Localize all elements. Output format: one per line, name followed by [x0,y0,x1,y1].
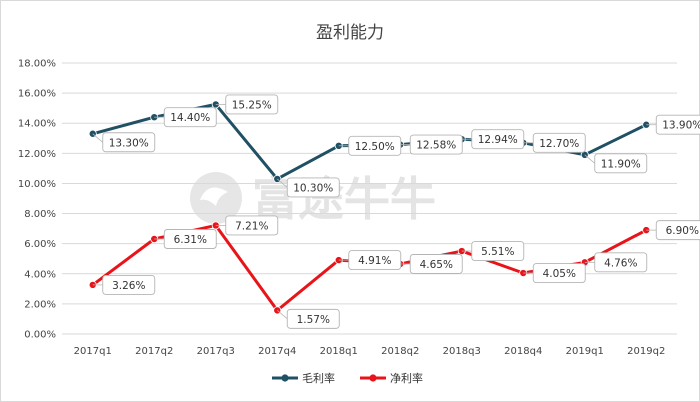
data-label-box [594,252,648,273]
data-label-box [655,220,700,241]
y-tick-label: 6.00% [24,239,56,250]
data-label-text: 13.90% [662,120,700,132]
data-label-text: 11.90% [601,158,641,170]
data-label: 11.90% [584,153,648,174]
data-label-text: 6.31% [174,234,207,246]
legend-marker [369,374,377,382]
data-label-box [655,114,700,135]
data-label: 4.76% [584,252,648,273]
x-tick-label: 2018q1 [320,346,358,357]
data-label-box [348,135,402,156]
data-label: 3.26% [92,274,156,295]
data-label: 4.05% [523,263,586,283]
axes: 0.00% 2.00% 4.00% 6.00% 8.00% 10.00% 12.00% 14.… [18,59,665,358]
data-label: 14.40% [154,107,217,128]
data-labels: 13.30% 14.40% 15.25% 10.30% 12.50% 12.58% 12.9… [92,94,700,329]
data-label-text: 1.57% [297,314,330,326]
legend: 毛利率 净利率 [272,371,423,385]
chart-title: 盈利能力 [316,23,384,43]
data-label-box [286,308,340,329]
x-tick-label: 2019q2 [627,346,665,357]
data-label: 12.58% [400,134,463,155]
y-tick-label: 0.00% [24,330,56,341]
x-tick-label: 2018q2 [381,346,419,357]
x-tick-label: 2017q2 [135,346,173,357]
data-label: 7.21% [215,215,279,236]
data-label-text: 4.76% [604,257,637,269]
data-label-text: 7.21% [235,220,268,232]
data-label-text: 13.30% [109,137,149,149]
y-tick-label: 16.00% [18,89,56,100]
data-label: 4.65% [400,254,463,274]
data-label-box [532,263,586,283]
data-label-box [348,250,402,271]
data-label: 13.90% [646,114,700,135]
y-tick-label: 14.00% [18,119,56,130]
data-label: 4.91% [338,250,402,271]
y-tick-label: 2.00% [24,299,56,310]
data-label-text: 4.91% [358,255,391,267]
data-label-box [594,153,648,174]
data-label: 12.94% [461,129,525,150]
legend-item-2: 净利率 [360,371,423,385]
data-label: 15.25% [215,94,279,115]
data-label-box [409,254,463,274]
x-tick-label: 2017q3 [197,346,235,357]
watermark-logo: 富途牛牛 [190,172,436,226]
data-label: 1.57% [276,308,340,329]
data-label-text: 3.26% [112,280,145,292]
data-label-box [286,177,340,198]
data-label-box [163,229,217,249]
y-tick-label: 8.00% [24,209,56,220]
legend-label: 净利率 [390,371,423,385]
data-label-text: 4.05% [543,268,576,280]
data-label-box [102,274,156,295]
data-label: 6.31% [154,229,217,249]
data-label-box [532,132,586,153]
data-label-text: 14.40% [170,112,210,124]
data-label-text: 12.70% [539,138,579,150]
data-label-text: 4.65% [420,259,453,271]
data-label: 12.70% [523,132,586,153]
x-tick-label: 2017q4 [258,346,296,357]
data-label-box [409,134,463,155]
data-label: 10.30% [276,177,340,198]
data-label-text: 12.58% [416,140,456,152]
x-tick-label: 2017q1 [74,346,112,357]
watermark-text: 富途牛牛 [252,172,436,226]
y-tick-label: 10.00% [18,179,56,190]
x-tick-label: 2018q4 [504,346,542,357]
x-tick-label: 2018q3 [443,346,481,357]
data-label-box [225,215,279,236]
data-label-box [471,129,525,150]
y-tick-label: 12.00% [18,149,56,160]
data-label-text: 12.94% [478,134,518,146]
data-label-box [225,94,279,115]
legend-item-1: 毛利率 [272,371,335,385]
data-label: 5.51% [461,241,525,261]
x-tick-label: 2019q1 [566,346,604,357]
data-label-text: 6.90% [666,225,699,237]
data-label: 6.90% [646,220,700,241]
data-label-text: 10.30% [293,182,333,194]
data-label-text: 15.25% [232,99,272,111]
y-tick-label: 18.00% [18,59,56,70]
data-label: 13.30% [92,132,156,153]
legend-marker [281,374,289,382]
data-label-box [471,241,525,261]
data-label-text: 12.50% [355,141,395,153]
data-label-text: 5.51% [481,246,514,258]
data-label-box [102,132,156,153]
data-label-box [163,107,217,128]
y-tick-label: 4.00% [24,269,56,280]
data-label: 12.50% [338,135,402,156]
legend-label: 毛利率 [302,371,335,385]
